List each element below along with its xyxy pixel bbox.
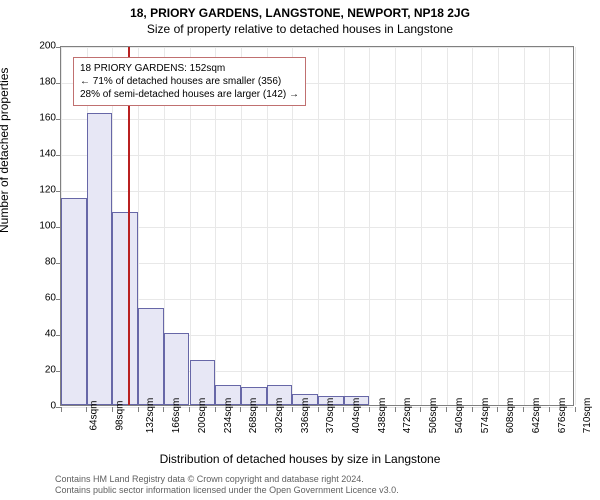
annotation-line3: 28% of semi-detached houses are larger (… (80, 88, 299, 101)
ytick-label: 60 (16, 293, 56, 304)
xtick-mark (395, 407, 396, 412)
page-subtitle: Size of property relative to detached ho… (0, 20, 600, 36)
ytick-label: 140 (16, 149, 56, 160)
gridline-v (575, 47, 576, 405)
histogram-bar (112, 212, 138, 405)
xtick-mark (163, 407, 164, 412)
gridline-v (395, 47, 396, 405)
gridline-v (447, 47, 448, 405)
xtick-mark (497, 407, 498, 412)
xtick-label: 506sqm (428, 398, 439, 434)
footnote-line1: Contains HM Land Registry data © Crown c… (55, 474, 399, 485)
xtick-mark (420, 407, 421, 412)
gridline-v (318, 47, 319, 405)
ytick-label: 80 (16, 257, 56, 268)
histogram-bar (61, 198, 87, 405)
xtick-mark (292, 407, 293, 412)
xtick-mark (472, 407, 473, 412)
xtick-label: 710sqm (582, 398, 593, 434)
gridline-v (498, 47, 499, 405)
gridline-v (344, 47, 345, 405)
annotation-line2: ← 71% of detached houses are smaller (35… (80, 75, 299, 88)
xtick-label: 132sqm (145, 398, 156, 434)
xtick-label: 336sqm (300, 398, 311, 434)
xtick-mark (215, 407, 216, 412)
xtick-label: 540sqm (454, 398, 465, 434)
chart-plot-area: 18 PRIORY GARDENS: 152sqm← 71% of detach… (60, 46, 574, 406)
ytick-label: 0 (16, 401, 56, 412)
y-axis-label: Number of detached properties (0, 68, 11, 233)
xtick-label: 234sqm (223, 398, 234, 434)
xtick-label: 438sqm (377, 398, 388, 434)
xtick-label: 472sqm (402, 398, 413, 434)
ytick-label: 160 (16, 113, 56, 124)
gridline-v (472, 47, 473, 405)
xtick-label: 268sqm (248, 398, 259, 434)
xtick-label: 608sqm (505, 398, 516, 434)
xtick-label: 676sqm (557, 398, 568, 434)
histogram-bar (87, 113, 113, 405)
xtick-mark (523, 407, 524, 412)
gridline-v (421, 47, 422, 405)
xtick-label: 370sqm (325, 398, 336, 434)
xtick-label: 302sqm (274, 398, 285, 434)
xtick-label: 574sqm (480, 398, 491, 434)
xtick-mark (189, 407, 190, 412)
xtick-mark (112, 407, 113, 412)
ytick-label: 20 (16, 365, 56, 376)
xtick-mark (61, 407, 62, 412)
x-axis-label: Distribution of detached houses by size … (0, 452, 600, 466)
annotation-box: 18 PRIORY GARDENS: 152sqm← 71% of detach… (73, 57, 306, 106)
ytick-label: 200 (16, 41, 56, 52)
xtick-label: 200sqm (197, 398, 208, 434)
histogram-bar (138, 308, 164, 405)
xtick-mark (446, 407, 447, 412)
xtick-label: 64sqm (89, 400, 100, 430)
gridline-v (369, 47, 370, 405)
xtick-mark (138, 407, 139, 412)
xtick-mark (343, 407, 344, 412)
xtick-label: 98sqm (114, 400, 125, 430)
ytick-label: 180 (16, 77, 56, 88)
xtick-mark (318, 407, 319, 412)
xtick-mark (266, 407, 267, 412)
xtick-mark (549, 407, 550, 412)
annotation-line1: 18 PRIORY GARDENS: 152sqm (80, 62, 299, 75)
xtick-mark (240, 407, 241, 412)
footnote-line2: Contains public sector information licen… (55, 485, 399, 496)
ytick-label: 100 (16, 221, 56, 232)
xtick-mark (575, 407, 576, 412)
xtick-label: 404sqm (351, 398, 362, 434)
xtick-mark (86, 407, 87, 412)
xtick-mark (369, 407, 370, 412)
xtick-label: 642sqm (531, 398, 542, 434)
gridline-v (524, 47, 525, 405)
footnote: Contains HM Land Registry data © Crown c… (55, 474, 399, 496)
gridline-v (549, 47, 550, 405)
ytick-label: 120 (16, 185, 56, 196)
ytick-label: 40 (16, 329, 56, 340)
page-title: 18, PRIORY GARDENS, LANGSTONE, NEWPORT, … (0, 0, 600, 20)
histogram-bar (164, 333, 190, 405)
xtick-label: 166sqm (171, 398, 182, 434)
